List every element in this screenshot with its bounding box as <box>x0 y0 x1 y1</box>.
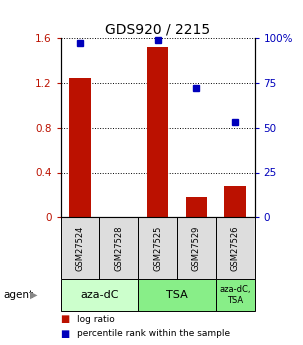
Bar <box>177 217 216 279</box>
Bar <box>216 217 255 279</box>
Text: aza-dC: aza-dC <box>80 290 119 300</box>
Text: GSM27528: GSM27528 <box>114 226 123 271</box>
Text: percentile rank within the sample: percentile rank within the sample <box>77 329 230 338</box>
Text: agent: agent <box>3 290 33 300</box>
Text: aza-dC,
TSA: aza-dC, TSA <box>219 285 251 305</box>
Bar <box>147 47 168 217</box>
Text: log ratio: log ratio <box>77 315 115 324</box>
Bar <box>138 217 177 279</box>
Text: GSM27525: GSM27525 <box>153 226 162 271</box>
Bar <box>138 279 216 311</box>
Text: ■: ■ <box>61 314 70 324</box>
Title: GDS920 / 2215: GDS920 / 2215 <box>105 23 210 37</box>
Bar <box>225 186 246 217</box>
Bar <box>61 217 99 279</box>
Text: ■: ■ <box>61 329 70 339</box>
Bar <box>99 217 138 279</box>
Text: GSM27524: GSM27524 <box>75 226 85 271</box>
Text: GSM27526: GSM27526 <box>231 226 240 271</box>
Text: TSA: TSA <box>166 290 188 300</box>
Bar <box>186 197 207 217</box>
Bar <box>216 279 255 311</box>
Text: GSM27529: GSM27529 <box>192 226 201 271</box>
Bar <box>61 279 138 311</box>
Bar <box>69 78 91 217</box>
Text: ▶: ▶ <box>30 290 38 300</box>
